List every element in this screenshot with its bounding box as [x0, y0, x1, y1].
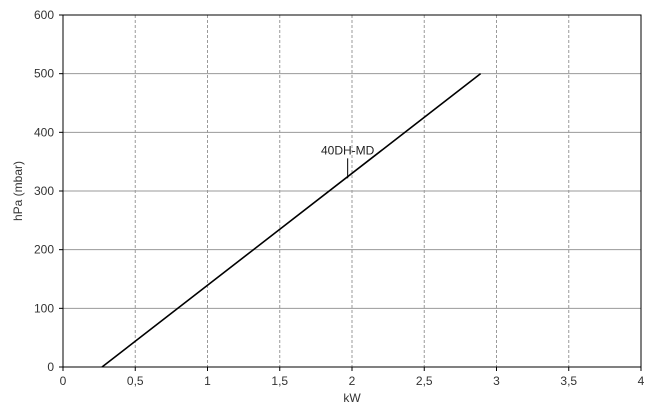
- y-tick-label: 200: [34, 243, 54, 257]
- series-line: [101, 73, 482, 368]
- x-tick-label: 4: [638, 374, 645, 388]
- horizontal-gridlines: [63, 73, 641, 309]
- y-tick-label: 400: [34, 125, 54, 139]
- x-axis-title: kW: [343, 391, 361, 405]
- x-tick-label: 0: [60, 374, 67, 388]
- x-tick-label: 3,5: [560, 374, 577, 388]
- y-tick-label: 300: [34, 184, 54, 198]
- x-tick-label: 1,5: [271, 374, 288, 388]
- x-tick-label: 0,5: [127, 374, 144, 388]
- y-tick-label: 600: [34, 8, 54, 22]
- y-axis-title: hPa (mbar): [11, 161, 25, 221]
- annotation-label: 40DH-MD: [321, 143, 375, 157]
- x-tick-label: 3: [493, 374, 500, 388]
- x-axis-ticks: 0 0,5 1 1,5 2 2,5 3 3,5 4: [60, 367, 645, 388]
- x-tick-label: 1: [204, 374, 211, 388]
- y-tick-label: 500: [34, 67, 54, 81]
- x-tick-label: 2: [349, 374, 356, 388]
- y-axis-ticks: 0 100 200 300 400 500 600: [34, 8, 63, 374]
- y-tick-label: 100: [34, 301, 54, 315]
- annotations: 40DH-MD: [321, 143, 375, 179]
- x-tick-label: 2,5: [416, 374, 433, 388]
- y-tick-label: 0: [47, 360, 54, 374]
- series-group: [101, 73, 482, 368]
